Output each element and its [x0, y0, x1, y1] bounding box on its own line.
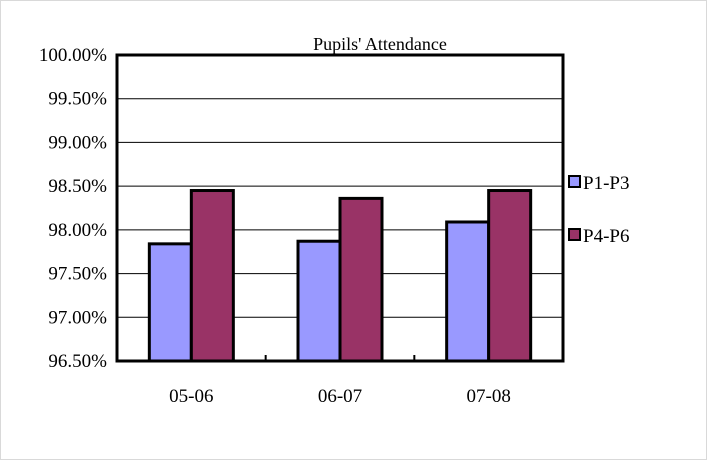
x-tick-label: 07-08: [467, 386, 511, 407]
x-axis-tick-labels: 05-06 06-07 07-08: [169, 355, 511, 407]
legend-swatch-p4-p6: [568, 228, 581, 241]
y-tick-label: 97.00%: [48, 307, 107, 328]
plot-area-border: [115, 53, 565, 363]
bar-p1-p3-05-06: [147, 242, 193, 363]
y-tick-label: 99.00%: [48, 132, 107, 153]
bar-p1-p3-06-07: [296, 239, 342, 363]
bar-p4-p6-06-07: [338, 196, 384, 363]
x-tick-label: 06-07: [318, 386, 362, 407]
legend: P1-P3 P4-P6: [568, 173, 629, 247]
y-tick-label: 98.00%: [48, 220, 107, 241]
bar-p1-p3-07-08: [445, 220, 491, 363]
y-tick-label: 99.50%: [48, 89, 107, 110]
bars: [147, 189, 533, 363]
legend-label-p4-p6: P4-P6: [583, 226, 629, 247]
x-tick-label: 05-06: [169, 386, 213, 407]
y-tick-label: 100.00%: [39, 45, 107, 66]
y-tick-label: 97.50%: [48, 264, 107, 285]
y-tick-label: 96.50%: [48, 351, 107, 372]
y-tick-label: 98.50%: [48, 176, 107, 197]
chart-title: Pupils' Attendance: [313, 34, 447, 54]
legend-label-p1-p3: P1-P3: [583, 173, 629, 194]
bar-p4-p6-05-06: [189, 189, 235, 363]
legend-swatch-p1-p3: [568, 175, 581, 188]
y-axis-tick-labels: 96.50% 97.00% 97.50% 98.00% 98.50% 99.00% 99.5…: [39, 45, 107, 372]
bar-p4-p6-07-08: [487, 189, 533, 363]
